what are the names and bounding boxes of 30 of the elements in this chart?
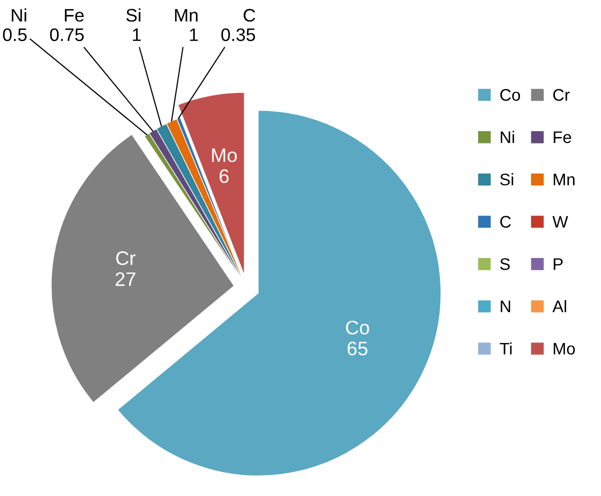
legend-label: Mn: [554, 174, 574, 186]
slice-label: Cr: [116, 251, 136, 266]
data-label: 1: [132, 28, 141, 41]
slice-label: Si: [126, 8, 140, 22]
slice-label: Co: [346, 320, 370, 334]
slice-label: C: [244, 8, 256, 22]
legend-label: Ti: [500, 342, 512, 354]
legend-label: Si: [500, 173, 514, 186]
legend-label: S: [500, 258, 510, 270]
slice-label: Mn: [175, 9, 198, 22]
legend-label: Co: [500, 89, 520, 101]
data-label: 6: [220, 169, 229, 184]
data-label: 0.75: [50, 28, 84, 42]
slice-label: Mo: [212, 148, 237, 162]
legend-label: N: [500, 300, 510, 312]
slice-label: Fe: [64, 9, 84, 22]
legend-label: Al: [552, 300, 566, 312]
legend-label: Ni: [500, 130, 514, 143]
legend-label: P: [554, 258, 563, 270]
data-label: 0.5: [3, 28, 27, 42]
data-label: 27: [116, 272, 136, 286]
legend-label: W: [552, 216, 568, 228]
legend-label: C: [500, 216, 511, 228]
slice-label: Ni: [12, 8, 26, 22]
legend-label: Cr: [553, 89, 570, 101]
legend-label: Mo: [554, 342, 575, 355]
data-label: 65: [348, 342, 368, 356]
legend-label: Fe: [554, 132, 572, 144]
data-label: 1: [190, 28, 198, 41]
data-label: 0.35: [221, 28, 256, 42]
